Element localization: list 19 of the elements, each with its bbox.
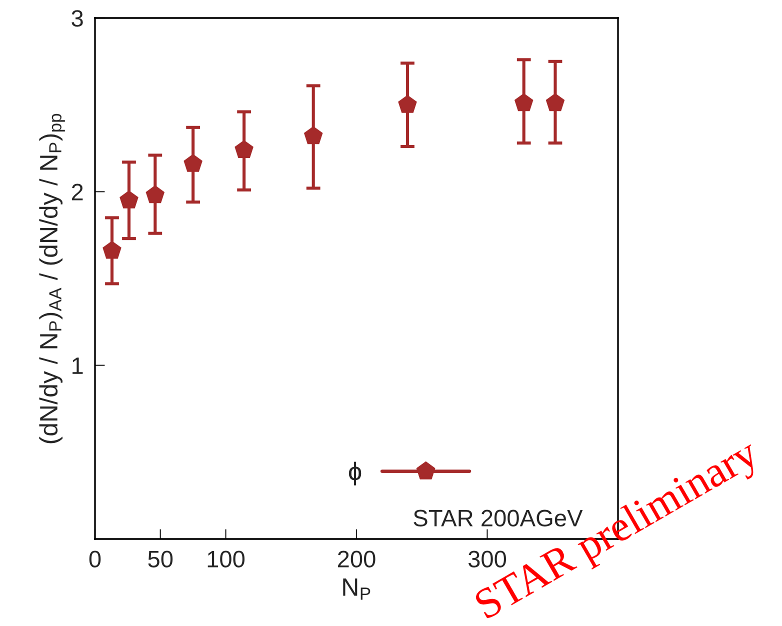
point xyxy=(398,95,417,113)
point xyxy=(234,140,254,158)
point xyxy=(546,93,565,112)
y-tick-label: 1 xyxy=(72,358,83,374)
point xyxy=(514,93,534,112)
x-tick-label: 0 xyxy=(89,550,101,568)
legend-label: ϕ xyxy=(349,462,362,486)
point xyxy=(184,154,202,172)
point xyxy=(146,185,164,204)
point xyxy=(304,126,323,144)
x-tick-label: 50 xyxy=(148,550,173,568)
y-tick-label: 3 xyxy=(72,10,83,27)
y-axis-title: (dN/dy / N$_{P}$)$_{AA}$ / (dN/dy / N$_{P}$)$_{pp}$ xyxy=(39,114,65,444)
x-axis-title: N$_{P}$ xyxy=(343,578,370,600)
y-tick-label: 2 xyxy=(72,184,83,200)
x-tick-label: 100 xyxy=(208,550,245,568)
point xyxy=(120,190,138,208)
x-tick-label: 200 xyxy=(338,550,376,568)
point xyxy=(102,240,122,259)
